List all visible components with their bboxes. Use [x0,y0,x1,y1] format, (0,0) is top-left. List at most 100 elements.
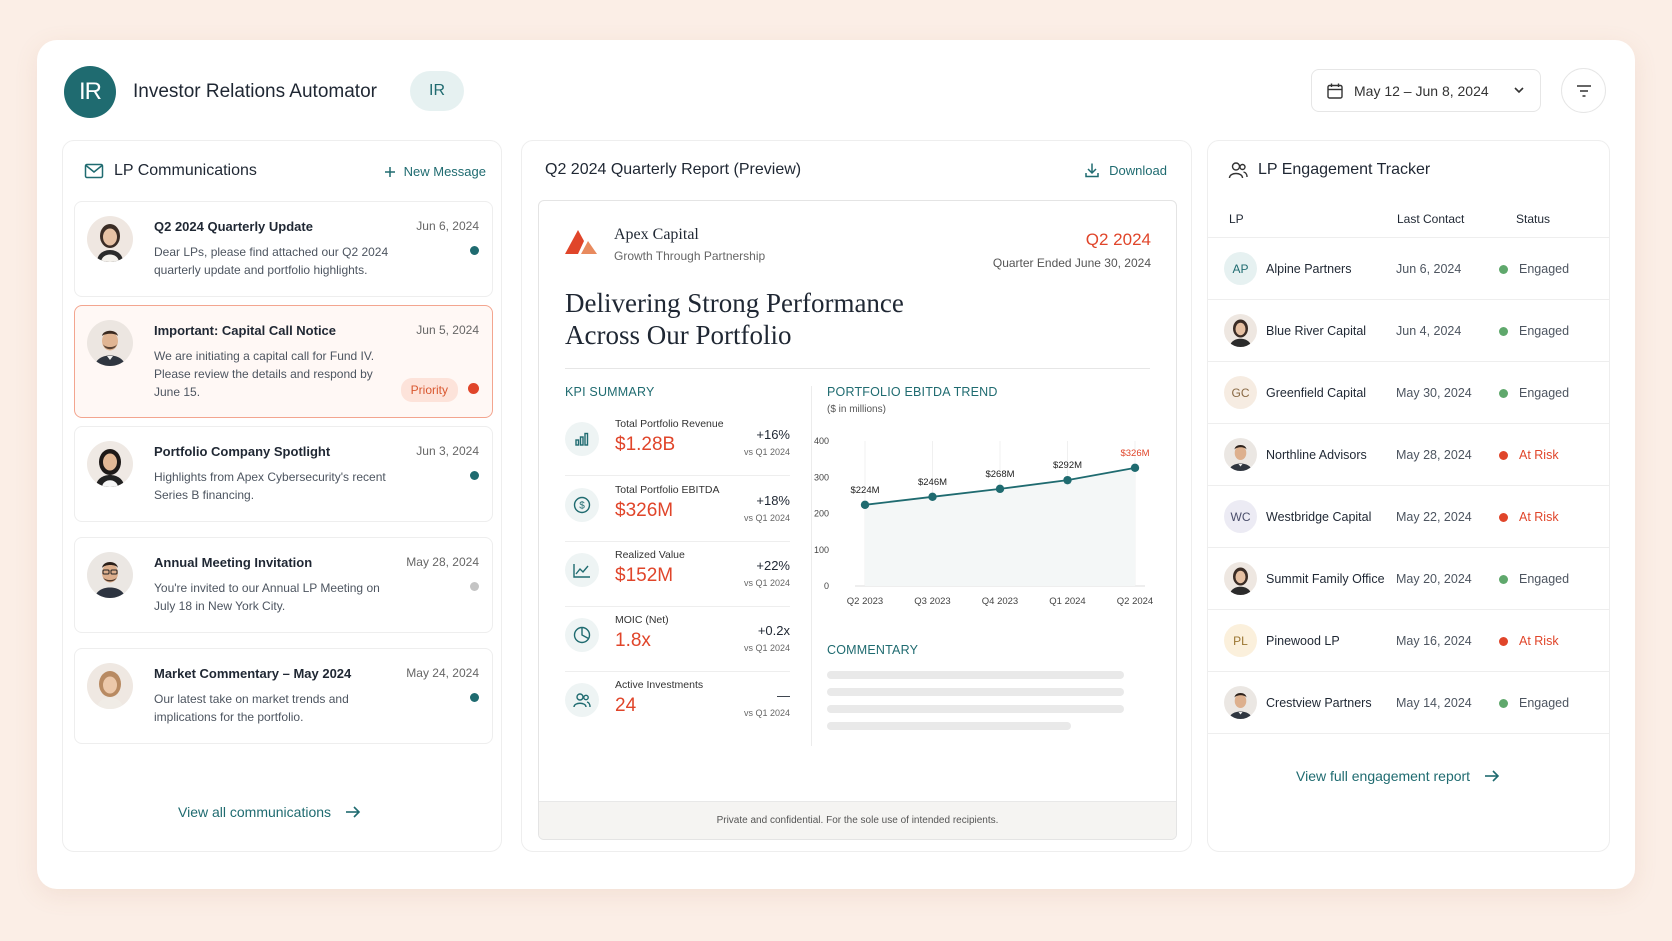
avatar [1224,314,1257,347]
kpi-value: 24 [615,695,637,716]
view-engagement-report-link[interactable]: View full engagement report [1296,768,1500,784]
plus-icon [384,166,396,178]
tracker-title-label: LP Engagement Tracker [1258,161,1431,178]
avatar [87,441,133,487]
y-tick-label: 0 [824,581,829,591]
priority-badge: Priority [400,378,458,402]
status-dot [1499,513,1508,522]
kpi-vs: vs Q1 2024 [743,578,790,588]
tracker-row[interactable]: Crestview Partners May 14, 2024 Engaged [1208,671,1609,733]
app-title: Investor Relations Automator [133,81,377,102]
last-contact-date: May 28, 2024 [1396,448,1472,462]
date-range-picker[interactable]: May 12 – Jun 8, 2024 [1311,69,1541,112]
message-item[interactable]: Q2 2024 Quarterly Update Jun 6, 2024 Dea… [74,201,493,297]
kpi-change: +16% [756,427,790,442]
download-button[interactable]: Download [1084,162,1167,178]
avatar [1224,562,1257,595]
x-tick-label: Q2 2023 [847,596,883,607]
lp-name[interactable]: Greenfield Capital [1266,386,1367,400]
ir-badge[interactable]: IR [410,71,464,111]
unread-dot [470,693,479,702]
tracker-row[interactable]: Blue River Capital Jun 4, 2024 Engaged [1208,299,1609,361]
data-point [860,500,870,509]
column-header-status[interactable]: Status [1516,212,1551,226]
new-message-button[interactable]: New Message [384,164,486,179]
data-label: $326M [1120,448,1149,459]
kpi-change: +18% [756,493,790,508]
mail-icon [84,163,104,179]
avatar [87,552,133,598]
y-tick-label: 400 [814,436,829,446]
message-item-priority[interactable]: Important: Capital Call Notice Jun 5, 20… [74,305,493,418]
app-shell: IR Investor Relations Automator IR May 1… [37,40,1635,889]
status-dot [1499,575,1508,584]
priority-dot [468,383,479,394]
last-contact-date: May 22, 2024 [1396,510,1472,524]
tracker-row[interactable]: PL Pinewood LP May 16, 2024 At Risk [1208,609,1609,671]
tracker-row[interactable]: WC Westbridge Capital May 22, 2024 At Risk [1208,485,1609,547]
lp-name[interactable]: Alpine Partners [1266,262,1352,276]
download-label: Download [1109,162,1167,178]
last-contact-date: May 16, 2024 [1396,634,1472,648]
view-all-communications-link[interactable]: View all communications [178,804,361,820]
column-header-last-contact[interactable]: Last Contact [1397,212,1465,226]
ebitda-line-chart: 0 100 200 300 400 $224M Q2 2023 $246M Q3 2023 $26… [814,436,1153,607]
message-preview: You're invited to our Annual LP Meeting … [154,581,380,613]
kpi-value: $152M [615,565,674,586]
divider [565,606,790,607]
divider [1208,733,1609,734]
last-contact-date: May 30, 2024 [1396,386,1472,400]
lp-name[interactable]: Crestview Partners [1266,696,1372,710]
y-tick-label: 200 [814,509,829,519]
column-header-lp[interactable]: LP [1229,212,1244,226]
x-tick-label: Q3 2023 [914,596,950,607]
last-contact-date: May 20, 2024 [1396,572,1472,586]
kpi-value: $1.28B [615,434,676,455]
filter-button[interactable] [1561,68,1606,113]
divider [811,386,812,746]
lp-name[interactable]: Northline Advisors [1266,448,1367,462]
users-icon [1228,161,1248,179]
x-tick-label: Q1 2024 [1049,596,1085,607]
avatar [87,663,133,709]
trend-icon [565,553,599,587]
message-preview: We are initiating a capital call for Fun… [154,349,375,399]
svg-text:$: $ [579,501,585,512]
commentary-placeholder-line [827,671,1124,679]
status-badge: Engaged [1519,262,1570,276]
message-item[interactable]: Annual Meeting Invitation May 28, 2024 Y… [74,537,493,633]
kpi-moic: MOIC (Net) 1.8x +0.2x vs Q1 2024 [565,610,790,672]
commentary-placeholder-line [827,688,1124,696]
lp-name[interactable]: Pinewood LP [1266,634,1340,648]
lp-communications-panel: LP Communications New Message Q2 2024 Qu… [62,140,502,852]
lp-name[interactable]: Westbridge Capital [1266,510,1372,524]
message-date: May 24, 2024 [406,666,479,680]
tracker-row[interactable]: AP Alpine Partners Jun 6, 2024 Engaged [1208,237,1609,299]
divider [565,671,790,672]
message-item[interactable]: Market Commentary – May 2024 May 24, 202… [74,648,493,744]
kpi-revenue: Total Portfolio Revenue $1.28B +16% vs Q… [565,414,790,476]
lp-name[interactable]: Blue River Capital [1266,324,1367,338]
tracker-row[interactable]: Summit Family Office May 20, 2024 Engaged [1208,547,1609,609]
app-logo: IR [64,66,116,118]
chart-title: PORTFOLIO EBITDA TREND [827,385,998,399]
status-badge: Engaged [1519,696,1570,710]
kpi-label: Total Portfolio EBITDA [615,484,720,496]
commentary-placeholder-line [827,705,1124,713]
kpi-ebitda: $ Total Portfolio EBITDA $326M +18% vs Q… [565,480,790,542]
message-preview: Dear LPs, please find attached our Q2 20… [154,245,389,277]
message-date: Jun 5, 2024 [416,323,479,337]
report-brand: Apex Capital [614,226,699,243]
date-range-label: May 12 – Jun 8, 2024 [1354,82,1489,99]
message-subject: Market Commentary – May 2024 [154,666,352,681]
tracker-title: LP Engagement Tracker [1228,161,1430,179]
report-panel-title: Q2 2024 Quarterly Report (Preview) [545,161,802,178]
kpi-realized-value: Realized Value $152M +22% vs Q1 2024 [565,545,790,607]
tracker-row[interactable]: Northline Advisors May 28, 2024 At Risk [1208,423,1609,485]
communications-title-label: LP Communications [114,162,257,179]
commentary-title: COMMENTARY [827,643,919,657]
lp-name[interactable]: Summit Family Office [1266,572,1385,586]
status-dot [1499,389,1508,398]
message-item[interactable]: Portfolio Company Spotlight Jun 3, 2024 … [74,426,493,522]
tracker-row[interactable]: GC Greenfield Capital May 30, 2024 Engaged [1208,361,1609,423]
